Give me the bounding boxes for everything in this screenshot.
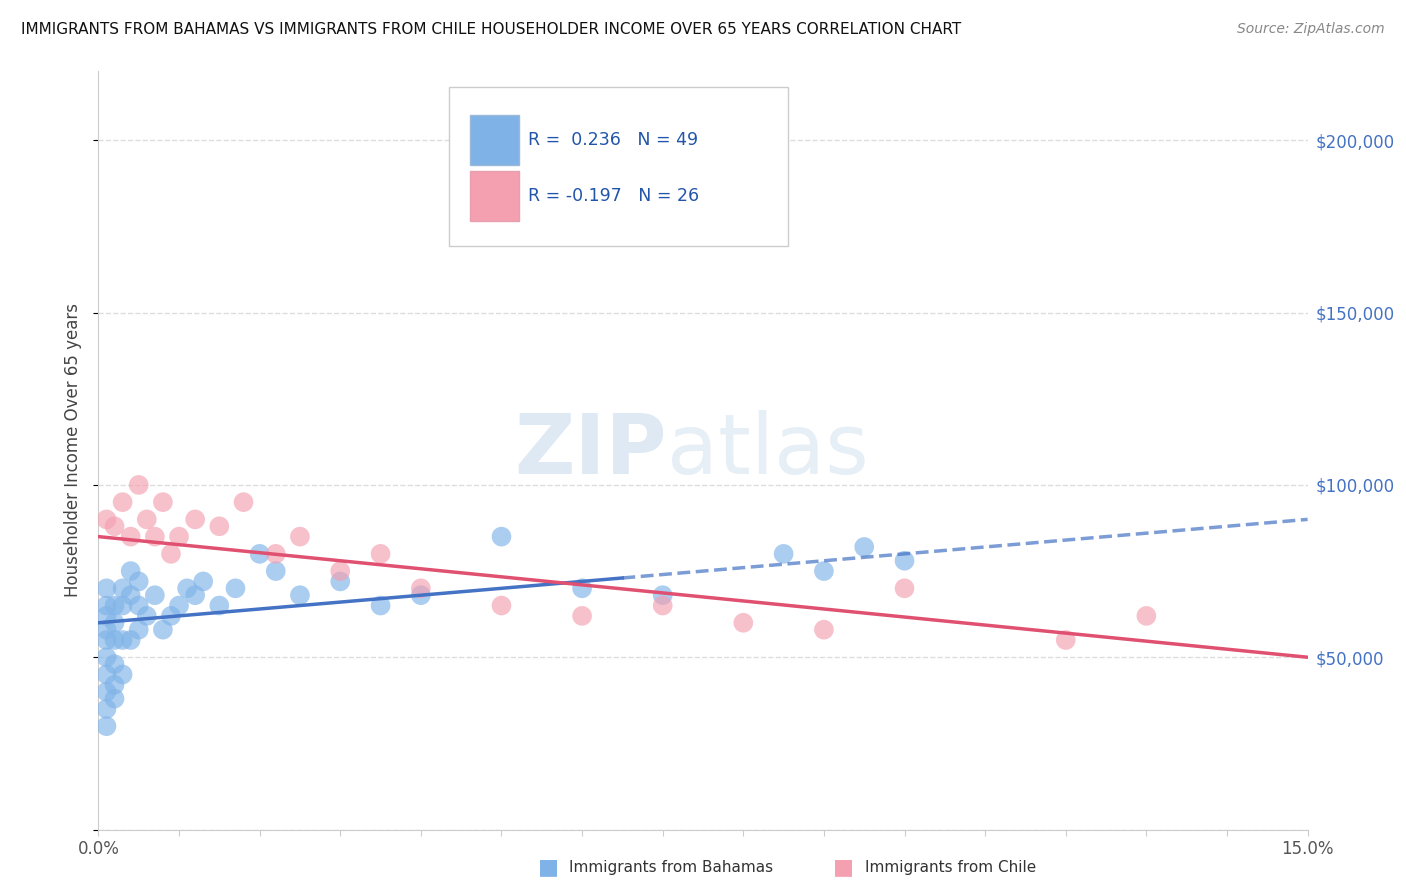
Text: R = -0.197   N = 26: R = -0.197 N = 26 — [527, 187, 699, 205]
Point — [232, 495, 254, 509]
Point — [208, 519, 231, 533]
Point — [120, 588, 142, 602]
Point — [120, 633, 142, 648]
Point — [193, 574, 215, 589]
Text: Immigrants from Chile: Immigrants from Chile — [865, 860, 1036, 874]
Text: ■: ■ — [538, 857, 558, 877]
Point — [111, 633, 134, 648]
Point — [853, 540, 876, 554]
Point — [1135, 608, 1157, 623]
Point — [264, 564, 287, 578]
FancyBboxPatch shape — [449, 87, 787, 245]
Point — [103, 519, 125, 533]
Point — [893, 582, 915, 596]
Point — [111, 667, 134, 681]
Point — [96, 633, 118, 648]
Point — [160, 547, 183, 561]
Point — [128, 478, 150, 492]
Point — [96, 667, 118, 681]
Point — [96, 582, 118, 596]
Point — [103, 633, 125, 648]
Point — [264, 547, 287, 561]
Point — [96, 719, 118, 733]
Point — [813, 564, 835, 578]
Point — [772, 547, 794, 561]
Point — [208, 599, 231, 613]
Point — [813, 623, 835, 637]
Point — [1054, 633, 1077, 648]
Point — [111, 495, 134, 509]
Point — [249, 547, 271, 561]
Point — [96, 623, 118, 637]
Point — [160, 608, 183, 623]
Point — [120, 564, 142, 578]
Point — [96, 702, 118, 716]
Point — [167, 530, 190, 544]
Point — [370, 547, 392, 561]
Point — [733, 615, 755, 630]
Point — [103, 691, 125, 706]
Point — [288, 530, 311, 544]
Text: IMMIGRANTS FROM BAHAMAS VS IMMIGRANTS FROM CHILE HOUSEHOLDER INCOME OVER 65 YEAR: IMMIGRANTS FROM BAHAMAS VS IMMIGRANTS FR… — [21, 22, 962, 37]
Point — [152, 495, 174, 509]
Point — [651, 588, 673, 602]
Point — [128, 599, 150, 613]
Text: Source: ZipAtlas.com: Source: ZipAtlas.com — [1237, 22, 1385, 37]
Point — [329, 564, 352, 578]
Point — [224, 582, 246, 596]
Point — [128, 623, 150, 637]
Point — [571, 608, 593, 623]
Point — [651, 599, 673, 613]
Point — [893, 554, 915, 568]
Point — [184, 588, 207, 602]
Text: atlas: atlas — [666, 410, 869, 491]
Point — [176, 582, 198, 596]
Point — [409, 588, 432, 602]
Point — [111, 582, 134, 596]
Point — [96, 512, 118, 526]
Point — [111, 599, 134, 613]
Point — [128, 574, 150, 589]
Point — [184, 512, 207, 526]
Point — [103, 599, 125, 613]
Point — [370, 599, 392, 613]
FancyBboxPatch shape — [470, 114, 519, 165]
Point — [491, 530, 513, 544]
FancyBboxPatch shape — [470, 171, 519, 221]
Y-axis label: Householder Income Over 65 years: Householder Income Over 65 years — [65, 303, 83, 598]
Point — [96, 650, 118, 665]
Point — [135, 512, 157, 526]
Point — [409, 582, 432, 596]
Point — [120, 530, 142, 544]
Point — [103, 678, 125, 692]
Point — [135, 608, 157, 623]
Point — [143, 530, 166, 544]
Point — [288, 588, 311, 602]
Point — [571, 582, 593, 596]
Text: ■: ■ — [834, 857, 853, 877]
Text: Immigrants from Bahamas: Immigrants from Bahamas — [569, 860, 773, 874]
Point — [96, 684, 118, 698]
Point — [329, 574, 352, 589]
Point — [152, 623, 174, 637]
Point — [96, 599, 118, 613]
Text: R =  0.236   N = 49: R = 0.236 N = 49 — [527, 130, 697, 149]
Point — [491, 599, 513, 613]
Point — [96, 608, 118, 623]
Point — [143, 588, 166, 602]
Point — [103, 615, 125, 630]
Text: ZIP: ZIP — [515, 410, 666, 491]
Point — [167, 599, 190, 613]
Point — [103, 657, 125, 672]
